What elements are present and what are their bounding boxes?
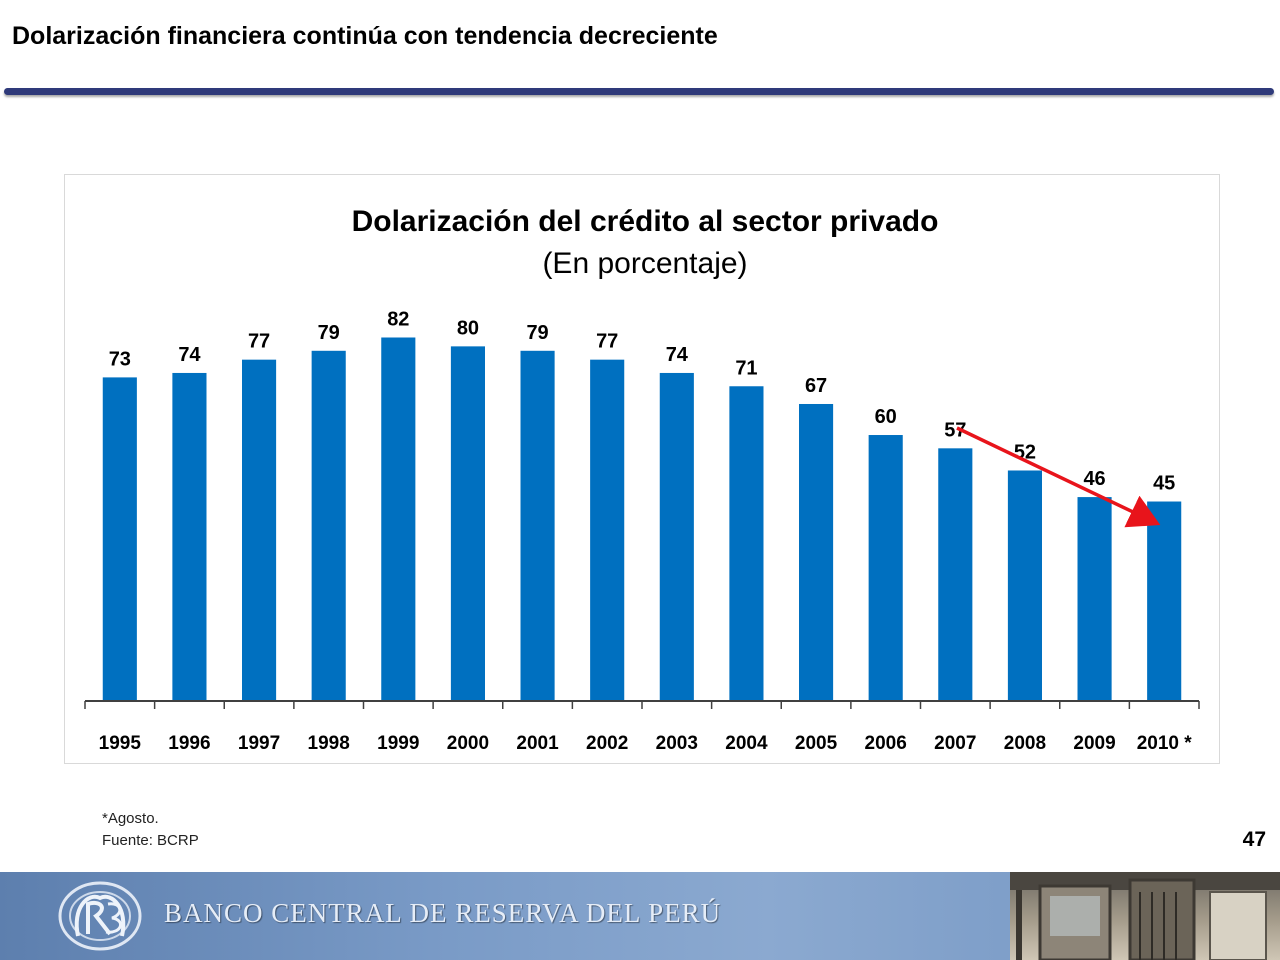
- data-label: 57: [944, 419, 966, 441]
- x-tick-label: 2010 *: [1137, 733, 1193, 754]
- chart-subtitle: (En porcentaje): [542, 247, 747, 280]
- x-tick-label: 2000: [447, 733, 489, 754]
- bar-1995: [102, 377, 137, 701]
- bar-2007: [938, 448, 973, 701]
- footnote: *Agosto.: [102, 810, 159, 827]
- data-label: 77: [248, 331, 270, 353]
- data-label: 79: [318, 322, 340, 344]
- data-label: 46: [1083, 468, 1105, 490]
- bar-2008: [1007, 470, 1042, 701]
- bar-2000: [450, 346, 485, 701]
- data-label: 71: [735, 357, 757, 379]
- x-tick-marks-group: [84, 701, 1200, 709]
- x-tick-labels-group: 1995 1996 1997 1998 1999 2000 2001 2002 2003 2004…: [99, 733, 1193, 754]
- bar-1997: [242, 359, 277, 701]
- x-tick-label: 2004: [725, 733, 768, 754]
- bar-1998: [311, 350, 346, 701]
- bar-1996: [172, 372, 207, 701]
- x-tick-label: 2006: [865, 733, 907, 754]
- bar-2006: [868, 435, 903, 701]
- chart-notes: *Agosto. Fuente: BCRP: [102, 808, 199, 852]
- source-note: Fuente: BCRP: [102, 832, 199, 849]
- bars-group: [102, 337, 1182, 701]
- trend-arrow: [956, 426, 1161, 528]
- x-tick-label: 2008: [1004, 733, 1046, 754]
- bar-1999: [381, 337, 416, 701]
- x-tick-label: 2005: [795, 733, 838, 754]
- bar-2005: [799, 403, 834, 701]
- data-label: 60: [875, 406, 897, 428]
- x-tick-label: 1995: [99, 733, 142, 754]
- x-tick-label: 1999: [377, 733, 419, 754]
- data-label: 82: [387, 308, 409, 330]
- footer-bank-name: BANCO CENTRAL DE RESERVA DEL PERÚ: [164, 898, 722, 928]
- slide-title: Dolarización financiera continúa con ten…: [12, 22, 718, 50]
- data-label: 74: [178, 344, 201, 366]
- chart-title: Dolarización del crédito al sector priva…: [352, 205, 939, 238]
- title-divider: [4, 88, 1274, 95]
- bar-2001: [520, 350, 555, 701]
- footer-band: BANCO CENTRAL DE RESERVA DEL PERÚ: [0, 872, 1280, 960]
- data-label: 79: [526, 322, 548, 344]
- x-tick-label: 2003: [656, 733, 698, 754]
- bcrp-monogram-logo-icon: [58, 881, 142, 951]
- chart-panel: Dolarización del crédito al sector priva…: [64, 174, 1220, 764]
- data-label: 45: [1153, 473, 1175, 495]
- bar-2004: [729, 386, 764, 701]
- bar-2009: [1077, 497, 1112, 701]
- x-tick-label: 2001: [516, 733, 559, 754]
- x-tick-label: 2007: [934, 733, 976, 754]
- x-tick-label: 2009: [1073, 733, 1115, 754]
- x-tick-label: 1996: [168, 733, 210, 754]
- bar-2002: [590, 359, 625, 701]
- bank-interior-photo: [1010, 872, 1280, 960]
- data-label: 74: [666, 344, 689, 366]
- x-tick-label: 2002: [586, 733, 628, 754]
- bar-2010: [1147, 501, 1182, 701]
- data-label: 73: [109, 348, 131, 370]
- data-label: 67: [805, 375, 827, 397]
- data-label: 80: [457, 317, 479, 339]
- page-number: 47: [1242, 828, 1266, 851]
- x-tick-label: 1997: [238, 733, 280, 754]
- bar-2003: [659, 372, 694, 701]
- data-label: 77: [596, 331, 618, 353]
- bar-chart: Dolarización del crédito al sector priva…: [84, 205, 1200, 754]
- x-tick-label: 1998: [308, 733, 350, 754]
